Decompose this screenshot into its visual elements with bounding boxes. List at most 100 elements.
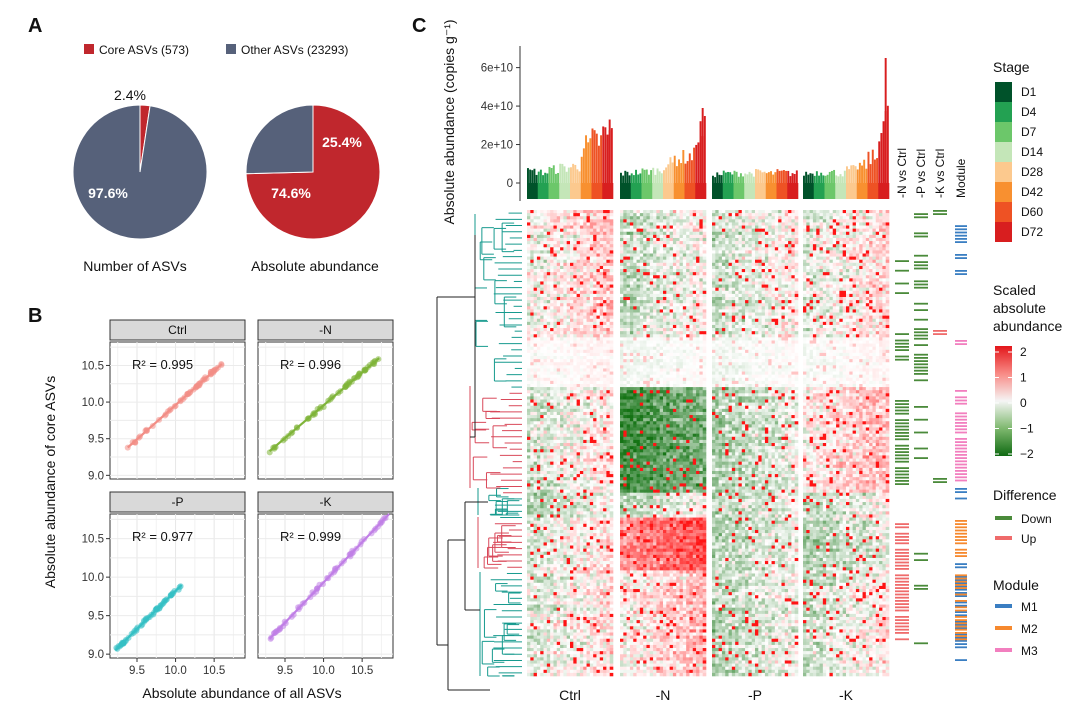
heatmap-cell (530, 561, 534, 564)
heatmap-cell (653, 241, 657, 244)
heatmap-cell (557, 288, 561, 291)
heatmap-cell (537, 219, 541, 222)
heatmap-cell (573, 253, 577, 256)
heatmap-cell (593, 294, 597, 297)
heatmap-cell (600, 633, 604, 636)
heatmap-cell (596, 387, 600, 390)
heatmap-cell (593, 648, 597, 651)
abundance-bar (727, 172, 729, 183)
heatmap-cell (660, 226, 664, 229)
heatmap-cell (540, 468, 544, 471)
heatmap-cell (544, 567, 548, 570)
abundance-bar (538, 172, 540, 183)
heatmap-cell (600, 642, 604, 645)
heatmap-cell (563, 670, 567, 673)
heatmap-cell (606, 375, 610, 378)
heatmap-cell (553, 409, 557, 412)
heatmap-cell (530, 372, 534, 375)
heatmap-cell (610, 241, 614, 244)
heatmap-cell (583, 269, 587, 272)
heatmap-cell (596, 645, 600, 648)
heatmap-cell (560, 496, 564, 499)
heatmap-cell (580, 552, 584, 555)
heatmap-cell (560, 617, 564, 620)
heatmap-cell (590, 309, 594, 312)
heatmap-cell (550, 471, 554, 474)
panel-label-a: A (28, 15, 42, 37)
heatmap-cell (557, 278, 561, 281)
heatmap-cell (567, 226, 571, 229)
heatmap-cell (600, 508, 604, 511)
heatmap-cell (534, 546, 538, 549)
abundance-bar (716, 172, 718, 183)
heatmap-cell (547, 670, 551, 673)
heatmap-cell (587, 431, 591, 434)
heatmap-cell (596, 365, 600, 368)
heatmap-cell (600, 313, 604, 316)
heatmap-cell (606, 549, 610, 552)
heatmap-cell (583, 670, 587, 673)
heatmap-cell (560, 372, 564, 375)
heatmap-cell (610, 452, 614, 455)
heatmap-cell (537, 511, 541, 514)
heatmap-cell (596, 400, 600, 403)
xtick-label: 9.5 (277, 665, 293, 677)
heatmap-cell (580, 505, 584, 508)
heatmap-cell (587, 375, 591, 378)
heatmap-cell (560, 400, 564, 403)
heatmap-cell (590, 396, 594, 399)
heatmap-cell (560, 508, 564, 511)
heatmap-cell (583, 651, 587, 654)
heatmap-cell (603, 427, 607, 430)
heatmap-cell (606, 486, 610, 489)
heatmap-cell (563, 434, 567, 437)
heatmap-cell (540, 393, 544, 396)
heatmap-cell (600, 673, 604, 676)
heatmap-cell (610, 623, 614, 626)
heatmap-cell (580, 350, 584, 353)
heatmap-cell (577, 226, 581, 229)
heatmap-cell (600, 617, 604, 620)
heatmap-cell (610, 539, 614, 542)
heatmap-cell (544, 244, 548, 247)
heatmap-cell (544, 449, 548, 452)
heatmap-cell (573, 275, 577, 278)
heatmap-cell (670, 266, 674, 269)
heatmap-cell (670, 244, 674, 247)
heatmap-cell (703, 222, 707, 225)
heatmap-cell (527, 452, 531, 455)
heatmap-cell (603, 595, 607, 598)
heatmap-cell (596, 667, 600, 670)
heatmap-cell (596, 446, 600, 449)
heatmap-cell (530, 235, 534, 238)
abundance-bar (744, 174, 746, 183)
heatmap-cell (537, 300, 541, 303)
heatmap-cell (603, 297, 607, 300)
heatmap-cell (573, 344, 577, 347)
heatmap-cell (590, 648, 594, 651)
heatmap-cell (537, 455, 541, 458)
heatmap-cell (630, 238, 634, 241)
heatmap-cell (583, 272, 587, 275)
heatmap-cell (553, 521, 557, 524)
heatmap-cell (590, 294, 594, 297)
heatmap-cell (563, 400, 567, 403)
heatmap-cell (686, 213, 690, 216)
pie-absolute-abundance (246, 105, 380, 239)
heatmap-cell (580, 272, 584, 275)
heatmap-cell (610, 285, 614, 288)
heatmap-cell (570, 300, 574, 303)
heatmap-cell (534, 530, 538, 533)
heatmap-cell (610, 400, 614, 403)
heatmap-cell (544, 446, 548, 449)
heatmap-cell (537, 549, 541, 552)
abundance-bar (880, 133, 882, 183)
heatmap-cell (540, 477, 544, 480)
heatmap-cell (600, 316, 604, 319)
heatmap-cell (544, 384, 548, 387)
heatmap-cell (550, 642, 554, 645)
heatmap-cell (540, 446, 544, 449)
heatmap-cell (560, 514, 564, 517)
heatmap-cell (537, 247, 541, 250)
heatmap-cell (557, 521, 561, 524)
